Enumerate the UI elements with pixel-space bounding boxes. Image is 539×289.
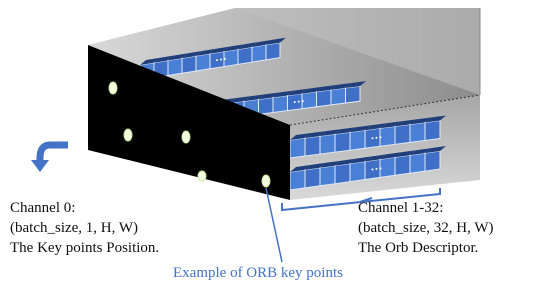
ellipsis-dot: [216, 59, 218, 61]
keypoint: [198, 171, 206, 181]
bar-cell: [305, 136, 320, 156]
bar-cell: [395, 124, 410, 144]
bar-cell: [335, 132, 350, 152]
bar-cell: [168, 58, 182, 75]
ellipsis-dot: [372, 168, 374, 170]
bar-cell: [425, 151, 440, 171]
right-label: (batch_size, 32, H, W): [358, 220, 494, 236]
left-label: (batch_size, 1, H, W): [10, 220, 138, 236]
keypoint: [124, 129, 132, 141]
bar-cell: [252, 45, 266, 62]
bar-cell: [335, 164, 350, 184]
bar-cell: [302, 92, 317, 109]
ellipsis-dot: [302, 100, 304, 102]
bar-cell: [305, 168, 320, 188]
bar-cell: [273, 96, 288, 113]
pointer: [266, 188, 282, 262]
ellipsis-dot: [380, 167, 382, 169]
bar-cell: [380, 126, 395, 146]
bar-cell: [350, 162, 365, 182]
right-label: Channel 1-32:: [358, 200, 443, 216]
bar-cell: [290, 138, 305, 158]
bar-cell: [346, 86, 361, 103]
bar-cell: [320, 166, 335, 186]
bar-cell: [290, 170, 305, 190]
keypoint: [182, 131, 190, 143]
bar-cell: [259, 97, 274, 114]
ellipsis-dot: [376, 168, 378, 170]
arrow: [40, 145, 68, 162]
bar-cell: [410, 122, 425, 142]
bar-cell: [266, 43, 280, 60]
right-label: The Orb Descriptor.: [358, 240, 478, 256]
bar-cell: [331, 88, 346, 105]
bar-cell: [425, 121, 440, 141]
bar-cell: [196, 54, 210, 71]
left-label: The Key points Position.: [10, 240, 159, 256]
diagram: Channel 0: (batch_size, 1, H, W) The Key…: [0, 0, 539, 289]
ellipsis-dot: [220, 59, 222, 61]
ellipsis-dot: [372, 137, 374, 139]
ellipsis-dot: [298, 101, 300, 103]
bar-cell: [395, 155, 410, 175]
bar-cell: [182, 56, 196, 73]
bar-cell: [380, 157, 395, 177]
bar-cell: [350, 130, 365, 150]
caption: Example of ORB key points: [173, 265, 343, 281]
ellipsis-dot: [224, 58, 226, 60]
ellipsis-dot: [380, 136, 382, 138]
bar-cell: [224, 49, 238, 66]
keypoint: [262, 175, 270, 187]
ellipsis-dot: [294, 101, 296, 103]
left-label: Channel 0:: [10, 200, 75, 216]
keypoint: [109, 82, 117, 94]
bar-cell: [317, 90, 332, 107]
bar-cell: [238, 47, 252, 64]
bar-cell: [410, 153, 425, 173]
bar-cell: [320, 134, 335, 154]
arrow-head: [31, 160, 49, 172]
ellipsis-dot: [376, 137, 378, 139]
